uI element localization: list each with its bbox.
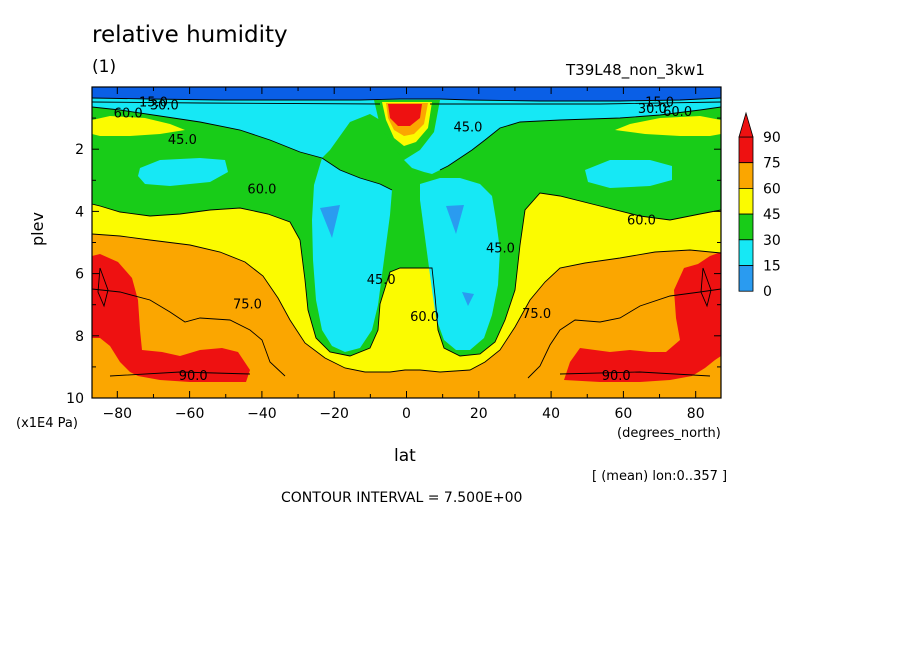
contour-label: 30.0 — [150, 99, 179, 114]
contour-line-e — [92, 97, 721, 102]
y-unit-label: (x1E4 Pa) — [16, 416, 78, 431]
contour-label: 60.0 — [663, 105, 692, 120]
x-tick-label: 80 — [687, 406, 705, 422]
colorbar-swatch — [738, 239, 754, 266]
field-30-tongue-right — [420, 178, 500, 350]
x-axis-label: lat — [394, 446, 416, 466]
colorbar-swatch — [738, 162, 754, 189]
x-tick-label: 0 — [402, 406, 411, 422]
contour-label: 90.0 — [602, 369, 631, 384]
x-tick-label: 40 — [542, 406, 560, 422]
contour-line-f — [92, 101, 721, 105]
contour-interval-note: CONTOUR INTERVAL = 7.500E+00 — [281, 490, 523, 506]
contour-label: 45.0 — [453, 120, 482, 135]
contour-label: 90.0 — [179, 369, 208, 384]
colorbar-label: 45 — [763, 207, 781, 223]
contour-line-a — [92, 233, 721, 373]
contour-label: 60.0 — [247, 183, 276, 198]
y-tick-label: 10 — [66, 391, 84, 407]
y-axis-label: plev — [28, 212, 47, 246]
y-tick-label: 2 — [75, 142, 84, 158]
colorbar-label: 0 — [763, 284, 772, 300]
chart-title: relative humidity — [92, 22, 288, 48]
y-tick-label: 4 — [75, 204, 84, 220]
run-name: T39L48_non_3kw1 — [566, 61, 705, 79]
field-45 — [92, 87, 721, 356]
colorbar-swatch — [738, 136, 754, 164]
contour-line-i — [109, 371, 711, 377]
colorbar-label: 75 — [763, 156, 781, 172]
contour-line-j — [97, 267, 712, 308]
colorbar-swatch — [738, 187, 754, 215]
contour-line-h — [527, 288, 721, 379]
field-90-right — [564, 252, 721, 382]
contour-label: 60.0 — [410, 310, 439, 325]
mean-note: [ (mean) lon:0..357 ] — [592, 469, 728, 484]
contour-label: 60.0 — [627, 214, 656, 229]
contour-label: 45.0 — [486, 242, 515, 257]
x-tick-label: 60 — [614, 406, 632, 422]
contour-label: 60.0 — [114, 106, 143, 121]
x-tick-label: −80 — [103, 406, 133, 422]
colorbar-label: 30 — [763, 233, 781, 249]
field-15-b — [446, 205, 464, 234]
x-tick-label: −20 — [319, 406, 349, 422]
field-90-core — [388, 104, 422, 126]
contour-label: 15.0 — [139, 96, 168, 111]
contour-label: 75.0 — [522, 307, 551, 322]
x-unit-label: (degrees_north) — [617, 426, 721, 441]
contour-label: 45.0 — [367, 273, 396, 288]
x-tick-label: 20 — [470, 406, 488, 422]
field-15-a — [320, 205, 340, 238]
field-30-island-right — [585, 160, 672, 188]
contour-label: 15.0 — [645, 96, 674, 111]
contour-line-d — [439, 106, 721, 171]
colorbar-label: 15 — [763, 259, 781, 275]
x-tick-label: −60 — [175, 406, 205, 422]
contour-line-c — [92, 106, 393, 191]
colorbar-swatch — [738, 265, 754, 292]
x-tick-label: −40 — [247, 406, 277, 422]
contour-label: 75.0 — [233, 298, 262, 313]
field-60-wedge-right — [615, 116, 721, 136]
contour-label: 30.0 — [638, 102, 667, 117]
chart-subtitle: (1) — [92, 57, 117, 77]
colorbar-swatch — [738, 213, 754, 241]
y-tick-label: 6 — [75, 267, 84, 283]
contour-label: 45.0 — [168, 133, 197, 148]
field-75-surface — [92, 376, 721, 398]
field-30-island-left — [138, 158, 228, 186]
colorbar-arrow — [738, 111, 754, 138]
colorbar-label: 90 — [763, 130, 781, 146]
field-60-wedge-left — [92, 116, 185, 136]
contour-line-b — [92, 192, 721, 357]
y-tick-label: 8 — [75, 329, 84, 345]
colorbar-label: 60 — [763, 181, 781, 197]
field-90-left — [92, 254, 250, 382]
contour-line-g — [92, 288, 286, 377]
field-15-c — [462, 292, 474, 306]
